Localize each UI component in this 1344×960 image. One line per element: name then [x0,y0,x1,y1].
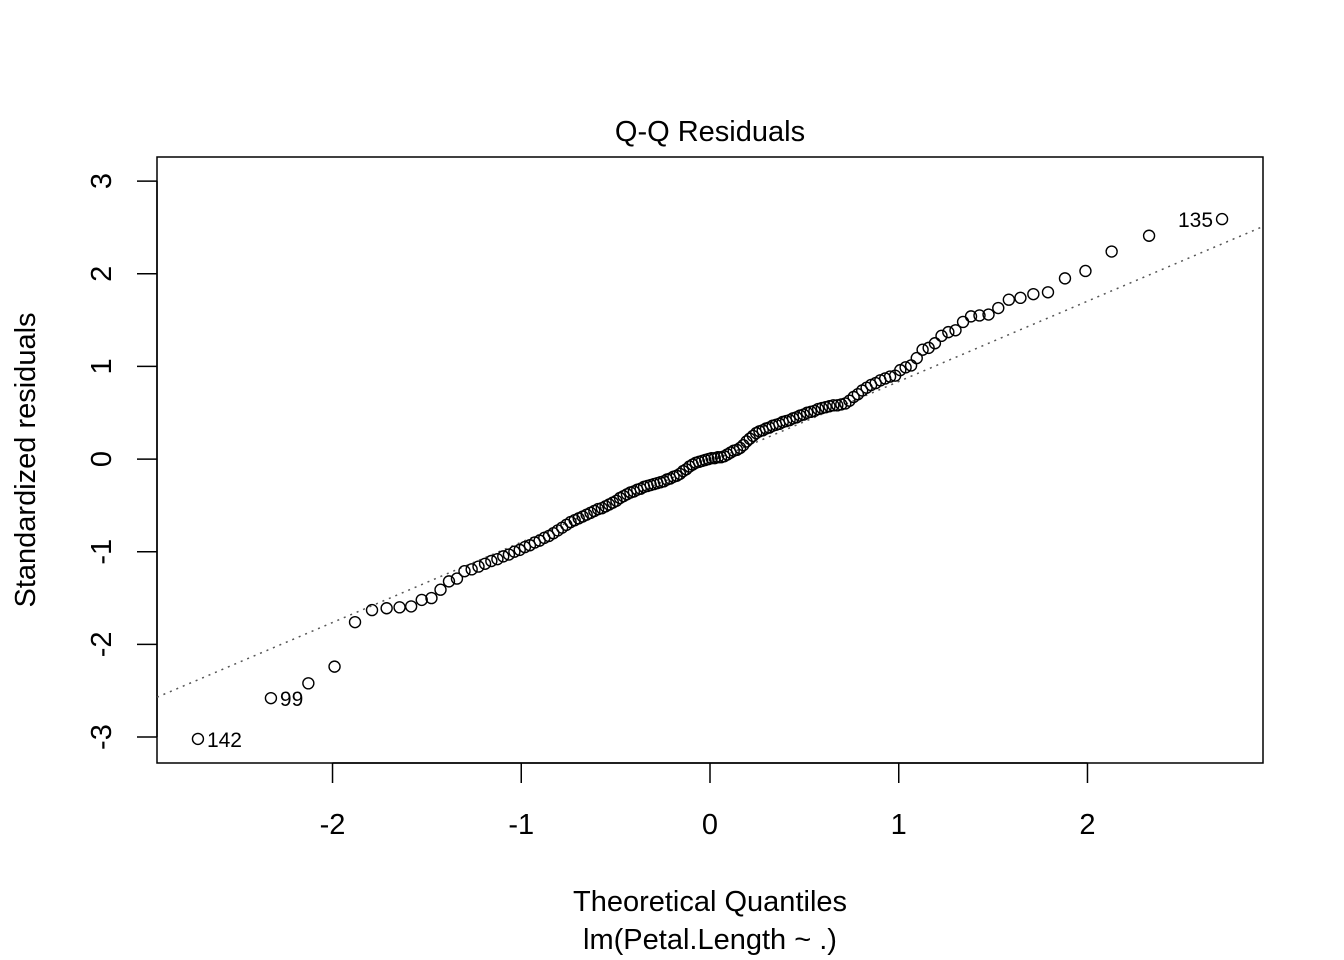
y-tick-label: 1 [86,358,118,374]
x-axis-subtitle: lm(Petal.Length ~ .) [583,924,837,956]
data-point [1002,293,1016,306]
x-tick-label: 1 [891,809,907,841]
x-axis-title: Theoretical Quantiles [573,886,847,918]
data-point [883,370,897,383]
data-point [982,308,995,321]
point-labels-group: 135 99 142 [207,209,1213,752]
y-tick-label: 3 [86,173,118,189]
x-tick-label: 2 [1079,809,1095,841]
data-point [949,324,962,337]
data-point [1079,264,1092,278]
data-point [518,540,532,554]
data-point [899,361,912,374]
data-point [264,691,278,705]
data-point [956,315,970,329]
y-tick-label: -2 [86,631,118,657]
data-point [1058,272,1072,285]
data-point [964,310,978,323]
reference-line-group [156,225,1264,698]
x-tick-label: -1 [508,809,534,841]
y-tick-label: 0 [86,451,118,467]
data-point [191,732,205,746]
data-point [922,341,935,355]
data-point [737,438,750,452]
data-point [1027,287,1040,301]
data-point [733,441,747,455]
data-point [365,603,379,617]
data-point [472,560,485,573]
data-point [1014,291,1027,305]
point-label: 135 [1178,209,1213,232]
data-point [928,337,942,350]
data-point [380,602,393,615]
x-axis: -2 -1 0 1 2 [320,762,1096,841]
data-point [680,463,693,476]
data-point [935,329,948,343]
y-tick-label: 2 [86,266,118,282]
data-point [910,351,923,365]
data-point [465,563,478,576]
data-point [1142,229,1156,242]
x-tick-label: 0 [702,809,718,841]
point-label: 99 [280,688,303,711]
data-point [415,593,428,607]
y-axis-title: Standardized residuals [10,312,42,607]
point-label: 142 [207,729,242,752]
y-tick-label: -3 [86,724,118,750]
data-point [843,394,856,407]
data-point [851,388,865,401]
data-point [973,309,986,322]
data-point [508,545,521,558]
x-tick-label: -2 [320,809,346,841]
data-point [1041,286,1055,299]
reference-line [156,225,1264,698]
chart-title: Q-Q Residuals [615,116,805,148]
data-point [497,550,510,563]
data-point [393,601,406,614]
data-point [442,575,456,588]
data-point [302,677,315,690]
data-point [348,615,362,629]
data-point [491,552,504,566]
data-point [673,467,687,481]
data-point [942,325,955,339]
data-point [1215,212,1229,226]
data-point [425,591,438,605]
data-point [458,564,471,578]
data-point [1105,245,1118,258]
data-point [404,600,418,613]
y-axis: -3 -2 -1 0 1 2 3 [86,173,158,750]
points-group [191,212,1229,746]
data-point [705,451,718,465]
data-point [478,557,492,570]
y-tick-label: -1 [86,539,118,565]
data-point [746,429,760,443]
data-point [827,399,840,412]
data-point [485,554,498,568]
data-point [328,660,341,673]
data-point [450,572,464,585]
data-point [434,583,447,596]
data-point [992,301,1005,315]
data-point [916,343,929,356]
